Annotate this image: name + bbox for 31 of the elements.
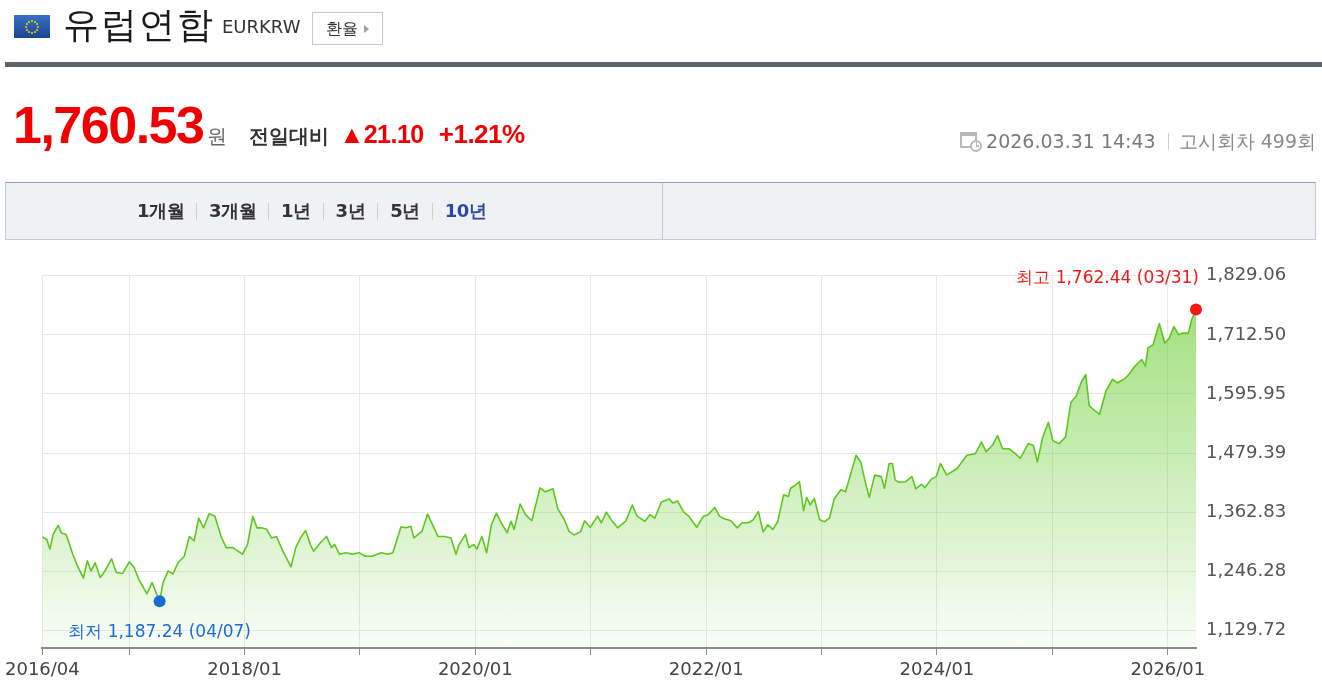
text: 1개월 bbox=[137, 200, 185, 222]
x-tick-label: 2026/01 bbox=[1130, 658, 1206, 680]
text: 전일대비 bbox=[249, 124, 330, 149]
y-tick-label: 1,829.06 bbox=[1206, 263, 1287, 285]
x-tick-label: 2016/04 bbox=[5, 658, 80, 680]
text: 고시회차 499회 bbox=[1178, 129, 1316, 153]
annotation: 최저 1,187.24 (04/07) bbox=[68, 620, 252, 641]
text: 원 bbox=[207, 123, 228, 150]
annotation: 최고 1,762.44 (03/31) bbox=[1016, 267, 1200, 287]
x-tick-label: 2018/01 bbox=[207, 658, 282, 680]
y-tick-label: 1,595.95 bbox=[1206, 381, 1287, 403]
x-tick-label: 2022/01 bbox=[668, 658, 744, 680]
chart-title: 유럽연합 bbox=[63, 3, 215, 47]
chart-subtitle: EURKRW bbox=[222, 15, 301, 39]
text: 2026.03.31 14:43 bbox=[986, 129, 1156, 153]
y-tick-label: 1,479.39 bbox=[1206, 440, 1287, 462]
text: 1,760.53 bbox=[13, 95, 204, 155]
text: 1년 bbox=[281, 200, 311, 222]
text: 10년 bbox=[444, 200, 487, 222]
text: +1.21% bbox=[438, 119, 525, 150]
y-tick-label: 1,129.72 bbox=[1206, 618, 1287, 640]
y-tick-label: 1,362.83 bbox=[1206, 499, 1287, 521]
text: 3년 bbox=[335, 200, 366, 222]
button: 환율 bbox=[312, 12, 383, 45]
x-tick-label: 2020/01 bbox=[437, 658, 513, 680]
text: 5년 bbox=[390, 200, 420, 222]
text: ▲21.10 bbox=[339, 120, 424, 149]
text: 3개월 bbox=[209, 200, 257, 222]
y-tick-label: 1,712.50 bbox=[1206, 322, 1287, 344]
y-tick-label: 1,246.28 bbox=[1206, 558, 1287, 580]
x-tick-label: 2024/01 bbox=[899, 658, 975, 680]
